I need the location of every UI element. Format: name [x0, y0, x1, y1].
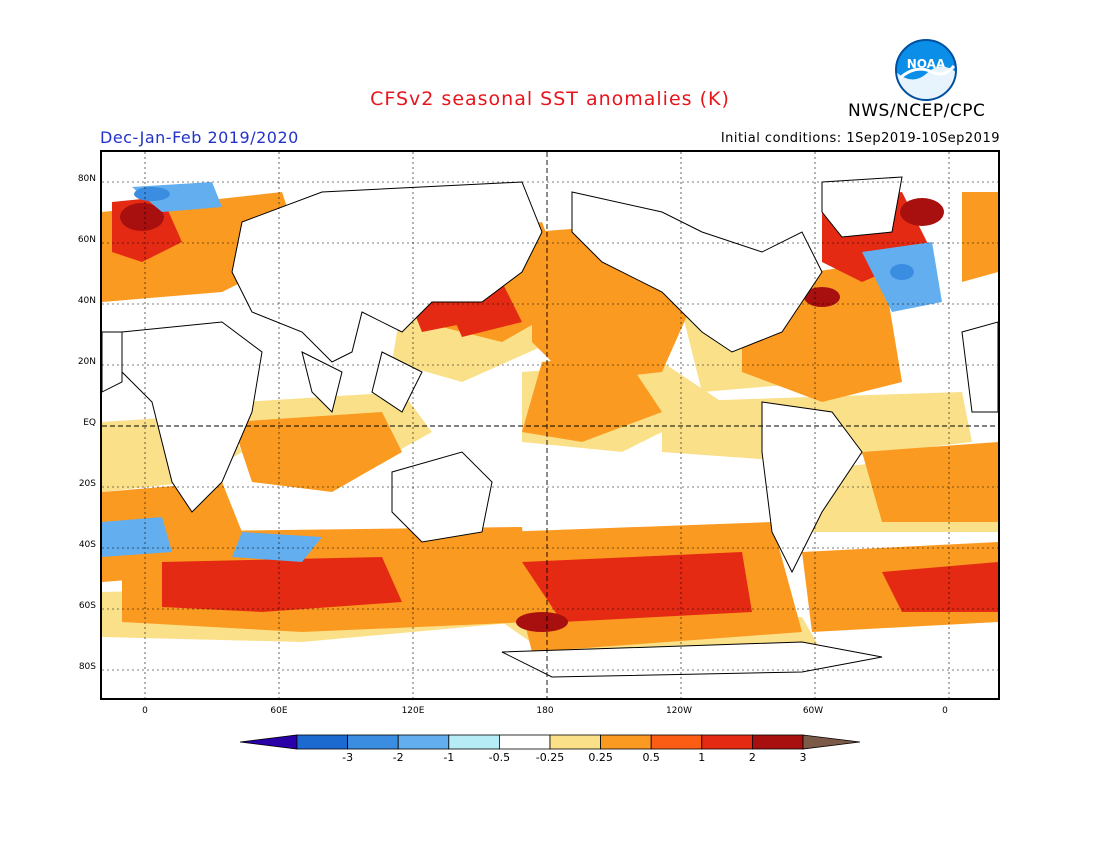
colorbar-tick-label: 2: [748, 751, 756, 764]
colorbar-bin: [600, 734, 652, 750]
lat-label: 40N: [77, 296, 96, 306]
colorbar-tick-label: -0.5: [488, 751, 511, 764]
lat-label: 80N: [77, 174, 96, 184]
anomaly-very-strong-warm: [120, 198, 944, 632]
colorbar-tick-label: 3: [799, 751, 807, 764]
colorbar-bin: [296, 734, 348, 750]
colorbar-tick-label: -2: [392, 751, 404, 764]
colorbar-bin: [397, 734, 450, 750]
colorbar-low-arrow: [240, 734, 298, 750]
map-canvas: [102, 152, 998, 698]
lon-label: 60E: [270, 706, 288, 716]
colorbar-tick-label: 0.25: [588, 751, 613, 764]
colorbar-bin: [448, 734, 500, 750]
colorbar-tick-label: 1: [698, 751, 706, 764]
lat-label: 80S: [78, 662, 96, 672]
land: [102, 176, 998, 678]
lat-label: 60S: [78, 601, 96, 611]
logo-text: NOAA: [907, 57, 946, 71]
colorbar: [240, 734, 860, 750]
noaa-logo-icon: NOAA: [895, 39, 957, 102]
chart-title: CFSv2 seasonal SST anomalies (K): [370, 88, 730, 110]
colorbar-tick-label: 0.5: [642, 751, 660, 764]
agency-label: NWS/NCEP/CPC: [848, 101, 986, 121]
lon-label: 0: [142, 706, 148, 716]
initial-conditions-label: Initial conditions: 1Sep2019-10Sep2019: [720, 131, 1000, 146]
lon-label: 60W: [802, 706, 824, 716]
lat-label: 20S: [78, 479, 96, 489]
lat-label: EQ: [83, 418, 96, 428]
colorbar-tick-label: -1: [443, 751, 455, 764]
colorbar-high-arrow: [802, 734, 860, 750]
colorbar-bin: [650, 734, 703, 750]
colorbar-bin: [498, 734, 551, 750]
lon-label: 0: [942, 706, 948, 716]
colorbar-bin: [347, 734, 399, 750]
sst-anomaly-map: [100, 150, 1000, 700]
equator-dateline: [102, 152, 998, 698]
lon-label: 120W: [665, 706, 693, 716]
lon-label: 180: [536, 706, 554, 716]
season-label: Dec-Jan-Feb 2019/2020: [100, 128, 299, 147]
colorbar-bin: [752, 734, 804, 750]
colorbar-bin: [701, 734, 753, 750]
lon-label: 120E: [401, 706, 425, 716]
lat-label: 20N: [77, 357, 96, 367]
colorbar-tick-label: -3: [342, 751, 354, 764]
colorbar-bin: [549, 734, 601, 750]
lat-label: 40S: [78, 540, 96, 550]
lat-label: 60N: [77, 235, 96, 245]
colorbar-tick-label: -0.25: [535, 751, 565, 764]
gridlines: [102, 152, 998, 698]
